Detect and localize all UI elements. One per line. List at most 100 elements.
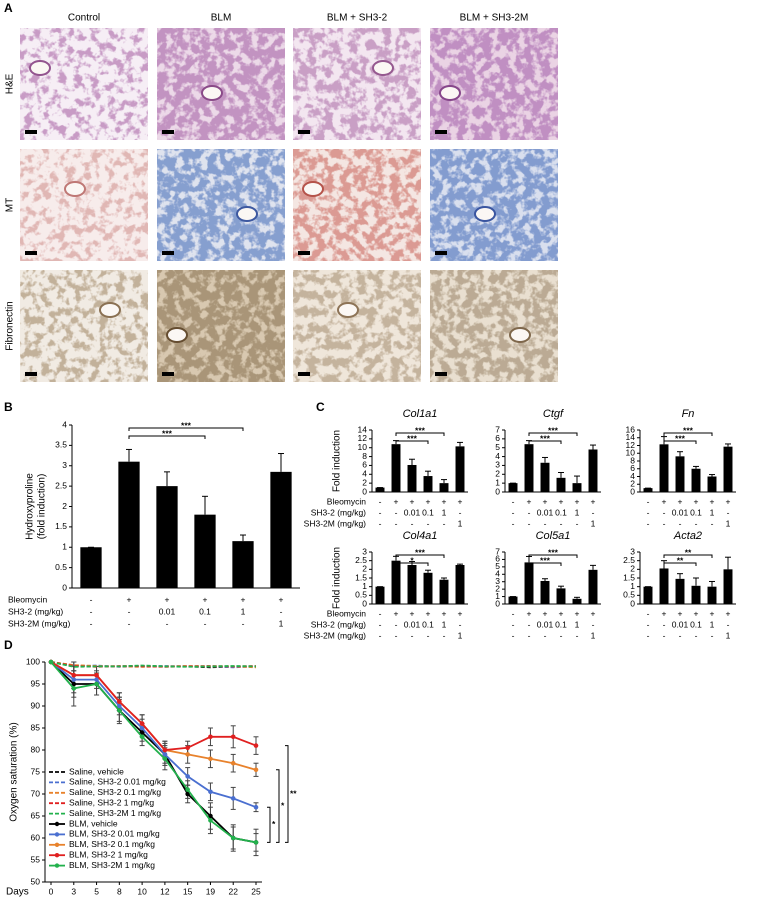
bar (540, 462, 550, 492)
significance-label: *** (407, 433, 418, 443)
significance-bracket (285, 745, 289, 843)
bar (375, 487, 385, 492)
point (94, 672, 99, 678)
tissue-texture (293, 270, 421, 382)
bar (556, 588, 566, 604)
point (117, 708, 122, 713)
treatment-symbol: + (710, 608, 715, 618)
x-tick-label: 3 (71, 886, 76, 896)
treatment-symbol: - (379, 630, 382, 640)
chart-title: Acta2 (673, 530, 702, 542)
y-tick-label: 0 (630, 486, 635, 496)
treatment-symbol: - (528, 630, 531, 640)
treatment-symbol: + (527, 608, 532, 618)
x-axis-label: Days (6, 887, 29, 898)
y-tick-label: 0.5 (55, 562, 67, 572)
chart-title: Fn (682, 408, 695, 420)
x-tick-label: 10 (137, 886, 147, 896)
y-tick-label: 85 (31, 722, 41, 732)
column-header: BLM + SH3-2 (327, 13, 388, 24)
error-bar (425, 470, 431, 477)
significance-label: * (272, 819, 276, 829)
y-axis-label: Fold induction (332, 430, 343, 492)
airway (166, 327, 188, 343)
tissue-texture (293, 149, 421, 261)
treatment-symbol: 1 (710, 619, 715, 629)
bar (439, 579, 449, 604)
treatment-symbol: - (647, 518, 650, 528)
scale-bar (162, 251, 174, 255)
y-tick-label: 6 (495, 433, 500, 443)
point (139, 730, 145, 735)
column-header: BLM (211, 13, 232, 24)
y-tick-label: 1.5 (55, 521, 67, 531)
significance-bracket (528, 432, 578, 436)
bar (588, 449, 598, 492)
point (71, 681, 77, 687)
treatment-symbol: 1 (575, 507, 580, 517)
y-tick-label: 3 (495, 576, 500, 586)
error-bar (202, 495, 208, 515)
point (117, 699, 122, 704)
treatment-name: SH3-2 (mg/kg) (8, 606, 63, 616)
point (253, 767, 259, 773)
treatment-symbol: - (647, 619, 650, 629)
significance-bracket (528, 554, 578, 558)
significance-bracket (267, 806, 271, 843)
significance-bracket (395, 554, 445, 558)
point (230, 734, 236, 740)
scale-bar (435, 130, 447, 134)
error-bar (457, 441, 463, 447)
error-bar (457, 563, 463, 565)
bar (691, 585, 701, 604)
treatment-symbol: - (379, 608, 382, 618)
bar (270, 471, 292, 588)
significance-label: * (281, 800, 285, 810)
y-tick-label: 80 (31, 744, 41, 754)
treatment-symbol: + (662, 496, 667, 506)
significance-label: *** (415, 547, 426, 557)
treatment-symbol: 0.1 (555, 507, 567, 517)
error-bar (542, 578, 548, 581)
point (94, 677, 99, 682)
error-bar (558, 472, 564, 478)
significance-bracket (395, 440, 429, 444)
treatment-symbol: - (528, 619, 531, 629)
significance-bracket (663, 562, 697, 566)
bar (80, 547, 102, 588)
y-tick-label: 1 (495, 591, 500, 601)
y-tick-label: 10 (358, 442, 368, 452)
treatment-symbol: + (543, 496, 548, 506)
point (94, 681, 99, 687)
point (185, 752, 190, 757)
treatment-symbol: 0.01 (404, 507, 421, 517)
treatment-symbol: 1 (442, 507, 447, 517)
point (162, 747, 168, 753)
bar (508, 483, 518, 492)
treatment-name: SH3-2 (mg/kg) (311, 619, 366, 629)
y-tick-label: 1 (362, 581, 367, 591)
point (71, 677, 77, 682)
airway (302, 181, 324, 197)
treatment-symbol: 1 (458, 518, 463, 528)
treatment-symbol: - (427, 518, 430, 528)
y-axis-label: (fold induction) (37, 474, 48, 540)
treatment-symbol: 0.1 (422, 507, 434, 517)
treatment-symbol: - (443, 518, 446, 528)
treatment-symbol: - (592, 507, 595, 517)
error-bar (558, 585, 564, 589)
y-tick-label: 70 (31, 788, 41, 798)
bar (643, 488, 653, 492)
treatment-name: Bleomycin (327, 608, 366, 618)
significance-label: *** (162, 428, 173, 438)
legend-marker (54, 832, 60, 837)
error-bar (725, 443, 731, 447)
treatment-symbol: - (90, 606, 93, 616)
treatment-symbol: - (663, 619, 666, 629)
significance-label: *** (181, 420, 192, 430)
y-tick-label: 0 (62, 582, 67, 592)
legend-label: Saline, SH3-2 0.1 mg/kg (69, 787, 161, 797)
row-label: H&E (5, 73, 16, 94)
legend-label: BLM, SH3-2 1 mg/kg (69, 849, 148, 859)
y-tick-label: 4 (495, 569, 500, 579)
